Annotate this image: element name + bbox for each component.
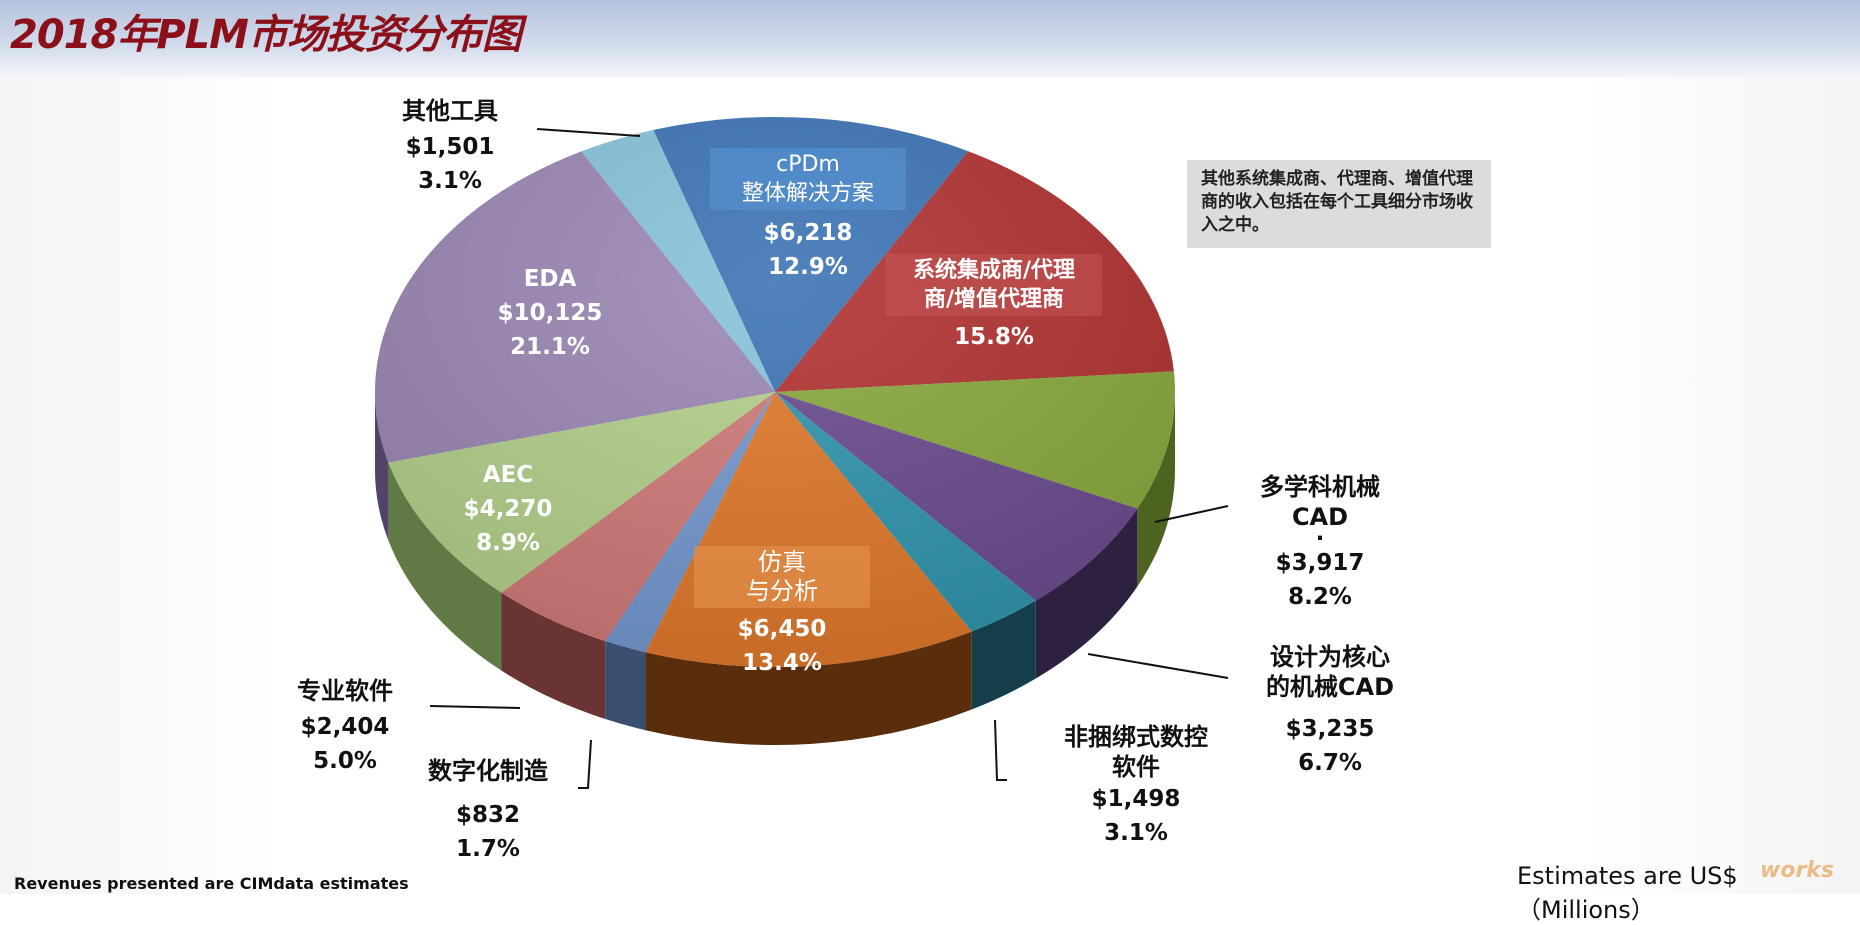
label-eda-pct: 21.1%	[510, 334, 590, 360]
label-aec: AEC $4,270 8.9%	[448, 458, 568, 560]
note-box: 其他系统集成商、代理商、增值代理商的收入包括在每个工具细分市场收入之中。	[1187, 160, 1491, 248]
label-eda-name: EDA	[523, 266, 577, 292]
label-dm-pct: 1.7%	[456, 836, 520, 862]
pie-slices	[375, 116, 1175, 667]
pie-side-8	[388, 462, 502, 671]
label-spec-pct: 5.0%	[313, 748, 377, 774]
label-nc-pct: 3.1%	[1104, 820, 1168, 846]
label-nc-name2: 软件	[1112, 753, 1160, 781]
label-mcad-name2: CAD	[1291, 503, 1349, 531]
label-cpdm-value: $6,218	[763, 220, 853, 246]
label-dcad-name2: 的机械CAD	[1265, 673, 1395, 701]
leader-spec	[429, 705, 521, 709]
label-si-name1: 系统集成商/代理	[912, 258, 1076, 283]
label-eda: EDA $10,125 21.1%	[480, 262, 620, 364]
label-other-name: 其他工具	[402, 97, 498, 125]
label-cpdm-name1: cPDm	[776, 152, 840, 177]
label-si-name2: 商/增值代理商	[923, 287, 1065, 312]
pie-side-7	[501, 592, 606, 719]
label-mcad: 多学科机械 CAD · $3,917 8.2%	[1230, 472, 1410, 614]
pie-side-3	[1035, 508, 1138, 679]
leader-dcad	[1087, 653, 1229, 679]
label-nc: 非捆绑式数控 软件 $1,498 3.1%	[1036, 722, 1236, 850]
leader-nc	[994, 719, 1007, 781]
label-aec-value: $4,270	[463, 496, 553, 522]
label-cpdm-name2: 整体解决方案	[741, 181, 874, 206]
label-si: 系统集成商/代理 商/增值代理商 15.8%	[886, 254, 1102, 354]
label-dm-value: $832	[455, 802, 520, 828]
label-spec: 专业软件 $2,404 5.0%	[270, 676, 420, 778]
pie-sides	[375, 392, 1175, 745]
pie-side-5	[645, 631, 972, 745]
label-other: 其他工具 $1,501 3.1%	[370, 96, 530, 198]
leader-mcad	[1154, 505, 1229, 523]
label-mcad-name1: 多学科机械	[1260, 473, 1380, 501]
label-cpdm-name-box: cPDm 整体解决方案	[710, 148, 906, 210]
label-sim-value: $6,450	[737, 616, 827, 642]
pie-side-6	[605, 640, 646, 731]
label-si-name-box: 系统集成商/代理 商/增值代理商	[886, 254, 1102, 316]
label-nc-name1: 非捆绑式数控	[1064, 723, 1208, 751]
label-aec-pct: 8.9%	[476, 530, 540, 556]
label-spec-name: 专业软件	[297, 677, 393, 705]
leader-other	[536, 128, 641, 137]
label-sim-pct: 13.4%	[742, 650, 822, 676]
label-si-pct: 15.8%	[954, 324, 1034, 350]
pie-side-2	[1137, 392, 1175, 587]
label-mcad-value: $3,917	[1275, 550, 1365, 576]
pie-side-9	[375, 392, 389, 541]
watermark-logo: works	[1760, 858, 1835, 883]
leader-lines	[429, 128, 1229, 789]
label-nc-value: $1,498	[1091, 786, 1181, 812]
label-sim-name-box: 仿真 与分析	[694, 546, 870, 608]
footer-source: Revenues presented are CIMdata estimates	[14, 874, 409, 893]
label-other-pct: 3.1%	[418, 168, 482, 194]
label-eda-value: $10,125	[497, 300, 603, 326]
label-sim-name1: 仿真	[758, 548, 806, 576]
label-dm-name: 数字化制造	[428, 757, 548, 785]
label-dcad-pct: 6.7%	[1298, 750, 1362, 776]
leader-dm	[578, 739, 592, 789]
label-cpdm: cPDm 整体解决方案 $6,218 12.9%	[710, 148, 906, 284]
label-spec-value: $2,404	[300, 714, 390, 740]
label-dm: 数字化制造 $832 1.7%	[408, 756, 568, 866]
label-cpdm-pct: 12.9%	[768, 254, 848, 280]
header-bar: 2018年PLM市场投资分布图	[0, 0, 1860, 78]
label-dcad-name1: 设计为核心	[1270, 643, 1390, 671]
label-mcad-dot: ·	[1315, 526, 1325, 552]
label-sim: 仿真 与分析 $6,450 13.4%	[694, 546, 870, 680]
pie-side-4	[971, 600, 1036, 710]
label-dcad-value: $3,235	[1285, 716, 1375, 742]
label-dcad: 设计为核心 的机械CAD $3,235 6.7%	[1240, 642, 1420, 780]
label-other-value: $1,501	[405, 134, 495, 160]
pie-chart	[375, 116, 1229, 789]
label-aec-name: AEC	[482, 462, 534, 488]
pie-shading	[375, 117, 1175, 667]
page-title: 2018年PLM市场投资分布图	[10, 12, 522, 58]
label-sim-name2: 与分析	[746, 577, 818, 605]
label-mcad-pct: 8.2%	[1288, 584, 1352, 610]
